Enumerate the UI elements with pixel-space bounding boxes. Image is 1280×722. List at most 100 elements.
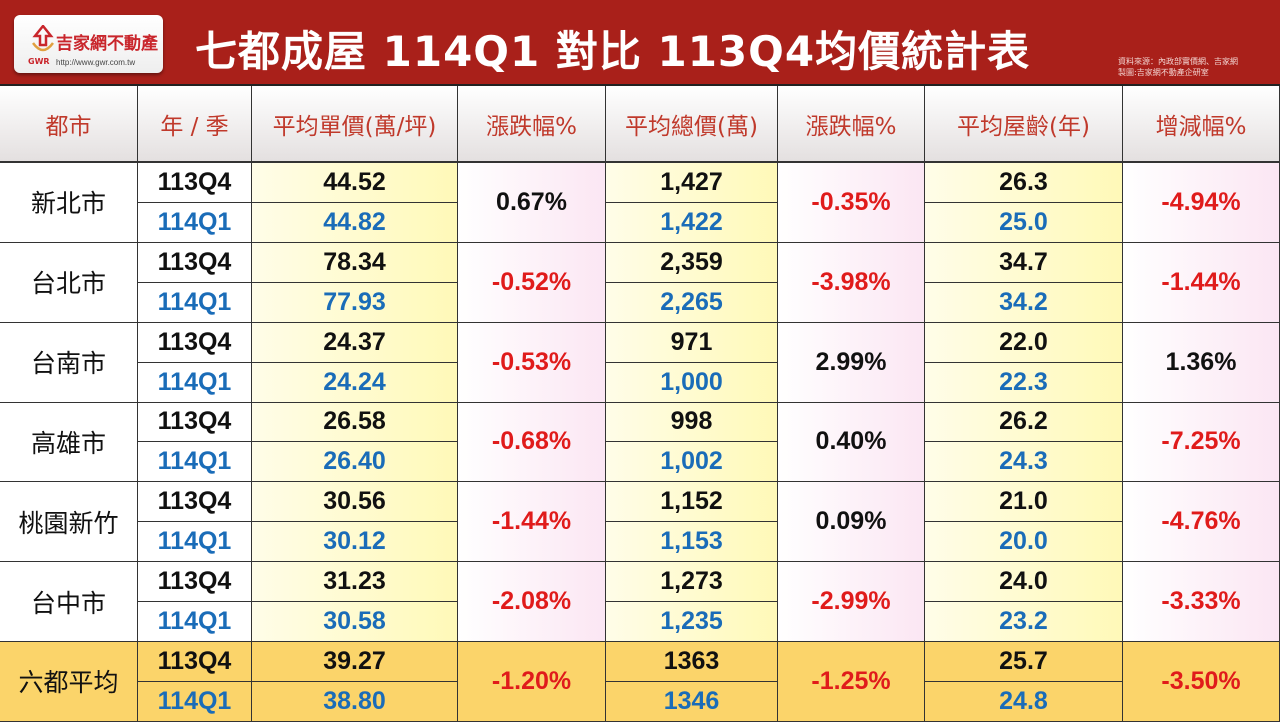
title-bar: 吉家網不動產 GWR http://www.gwr.com.tw 七都成屋 11… (0, 0, 1280, 84)
total-price-change: -2.99% (778, 562, 925, 643)
logo: 吉家網不動產 GWR http://www.gwr.com.tw (14, 15, 163, 73)
total-price-prev: 1,273 (606, 562, 778, 603)
column-header: 年 / 季 (138, 86, 252, 163)
city-name: 台北市 (0, 242, 138, 323)
total-price-change: 0.09% (778, 482, 925, 563)
quarter-curr: 114Q1 (138, 602, 252, 643)
total-price-prev: 971 (606, 322, 778, 363)
age-prev: 25.7 (925, 642, 1123, 682)
unit-price-change: 0.67% (458, 163, 606, 243)
column-header: 漲跌幅% (778, 86, 925, 163)
source-line: 資料來源：內政部實價網、吉家網 (1118, 57, 1238, 66)
unit-price-change: -2.08% (458, 562, 606, 643)
total-price-prev: 2,359 (606, 242, 778, 283)
unit-price-prev: 78.34 (252, 242, 458, 283)
quarter-curr: 114Q1 (138, 362, 252, 403)
quarter-curr: 114Q1 (138, 202, 252, 243)
age-prev: 24.0 (925, 562, 1123, 603)
city-name: 高雄市 (0, 402, 138, 483)
source-note: 資料來源：內政部實價網、吉家網 製圖:吉家網不動產企研室 (1118, 56, 1238, 78)
total-price-curr: 1,422 (606, 202, 778, 243)
unit-price-change: -1.20% (458, 642, 606, 722)
quarter-curr: 114Q1 (138, 522, 252, 563)
quarter-prev: 113Q4 (138, 402, 252, 443)
price-table: 都市年 / 季平均單價(萬/坪) 漲跌幅% 平均總價(萬) 漲跌幅% 平均屋齡(年) 增減… (0, 84, 1280, 722)
logo-abbr: GWR (28, 57, 50, 66)
credit-line: 製圖:吉家網不動產企研室 (1118, 68, 1209, 77)
unit-price-curr: 38.80 (252, 681, 458, 722)
logo-house-icon (32, 25, 54, 52)
city-name: 桃園新竹 (0, 482, 138, 563)
total-price-curr: 1,153 (606, 522, 778, 563)
unit-price-prev: 24.37 (252, 322, 458, 363)
quarter-prev: 113Q4 (138, 562, 252, 603)
quarter-prev: 113Q4 (138, 322, 252, 363)
city-name: 台中市 (0, 562, 138, 643)
unit-price-curr: 44.82 (252, 202, 458, 243)
unit-price-prev: 30.56 (252, 482, 458, 523)
age-change: -7.25% (1123, 402, 1280, 483)
unit-price-prev: 31.23 (252, 562, 458, 603)
column-header: 都市 (0, 86, 138, 163)
age-change: 1.36% (1123, 322, 1280, 403)
age-curr: 24.3 (925, 442, 1123, 483)
unit-price-change: -0.68% (458, 402, 606, 483)
age-curr: 24.8 (925, 681, 1123, 722)
total-price-curr: 1,002 (606, 442, 778, 483)
total-price-change: -1.25% (778, 642, 925, 722)
unit-price-curr: 30.12 (252, 522, 458, 563)
quarter-curr: 114Q1 (138, 442, 252, 483)
unit-price-change: -0.52% (458, 242, 606, 323)
unit-price-curr: 26.40 (252, 442, 458, 483)
total-price-change: -0.35% (778, 163, 925, 243)
quarter-prev: 113Q4 (138, 163, 252, 203)
total-price-change: -3.98% (778, 242, 925, 323)
unit-price-prev: 44.52 (252, 163, 458, 203)
total-price-curr: 1,235 (606, 602, 778, 643)
quarter-prev: 113Q4 (138, 242, 252, 283)
total-price-prev: 998 (606, 402, 778, 443)
column-header: 增減幅% (1123, 86, 1280, 163)
age-prev: 21.0 (925, 482, 1123, 523)
age-curr: 22.3 (925, 362, 1123, 403)
age-change: -1.44% (1123, 242, 1280, 323)
total-price-curr: 1,000 (606, 362, 778, 403)
column-header: 平均單價(萬/坪) (252, 86, 458, 163)
total-price-curr: 2,265 (606, 282, 778, 323)
unit-price-curr: 77.93 (252, 282, 458, 323)
logo-url: http://www.gwr.com.tw (56, 58, 136, 67)
city-name: 台南市 (0, 322, 138, 403)
logo-brand: 吉家網不動產 (56, 34, 158, 54)
unit-price-change: -0.53% (458, 322, 606, 403)
unit-price-prev: 26.58 (252, 402, 458, 443)
age-curr: 23.2 (925, 602, 1123, 643)
age-curr: 34.2 (925, 282, 1123, 323)
age-prev: 26.2 (925, 402, 1123, 443)
column-header: 平均屋齡(年) (925, 86, 1123, 163)
age-curr: 25.0 (925, 202, 1123, 243)
quarter-curr: 114Q1 (138, 681, 252, 722)
unit-price-curr: 24.24 (252, 362, 458, 403)
total-price-curr: 1346 (606, 681, 778, 722)
age-prev: 34.7 (925, 242, 1123, 283)
total-price-prev: 1,427 (606, 163, 778, 203)
age-change: -4.94% (1123, 163, 1280, 243)
column-header: 漲跌幅% (458, 86, 606, 163)
quarter-curr: 114Q1 (138, 282, 252, 323)
age-curr: 20.0 (925, 522, 1123, 563)
unit-price-prev: 39.27 (252, 642, 458, 682)
total-price-prev: 1363 (606, 642, 778, 682)
city-name: 新北市 (0, 163, 138, 243)
quarter-prev: 113Q4 (138, 642, 252, 682)
age-prev: 26.3 (925, 163, 1123, 203)
quarter-prev: 113Q4 (138, 482, 252, 523)
age-change: -3.33% (1123, 562, 1280, 643)
age-change: -3.50% (1123, 642, 1280, 722)
column-header: 平均總價(萬) (606, 86, 778, 163)
total-price-change: 0.40% (778, 402, 925, 483)
unit-price-curr: 30.58 (252, 602, 458, 643)
city-name: 六都平均 (0, 642, 138, 722)
unit-price-change: -1.44% (458, 482, 606, 563)
total-price-change: 2.99% (778, 322, 925, 403)
page-title: 七都成屋 114Q1 對比 113Q4均價統計表 (195, 27, 1031, 76)
